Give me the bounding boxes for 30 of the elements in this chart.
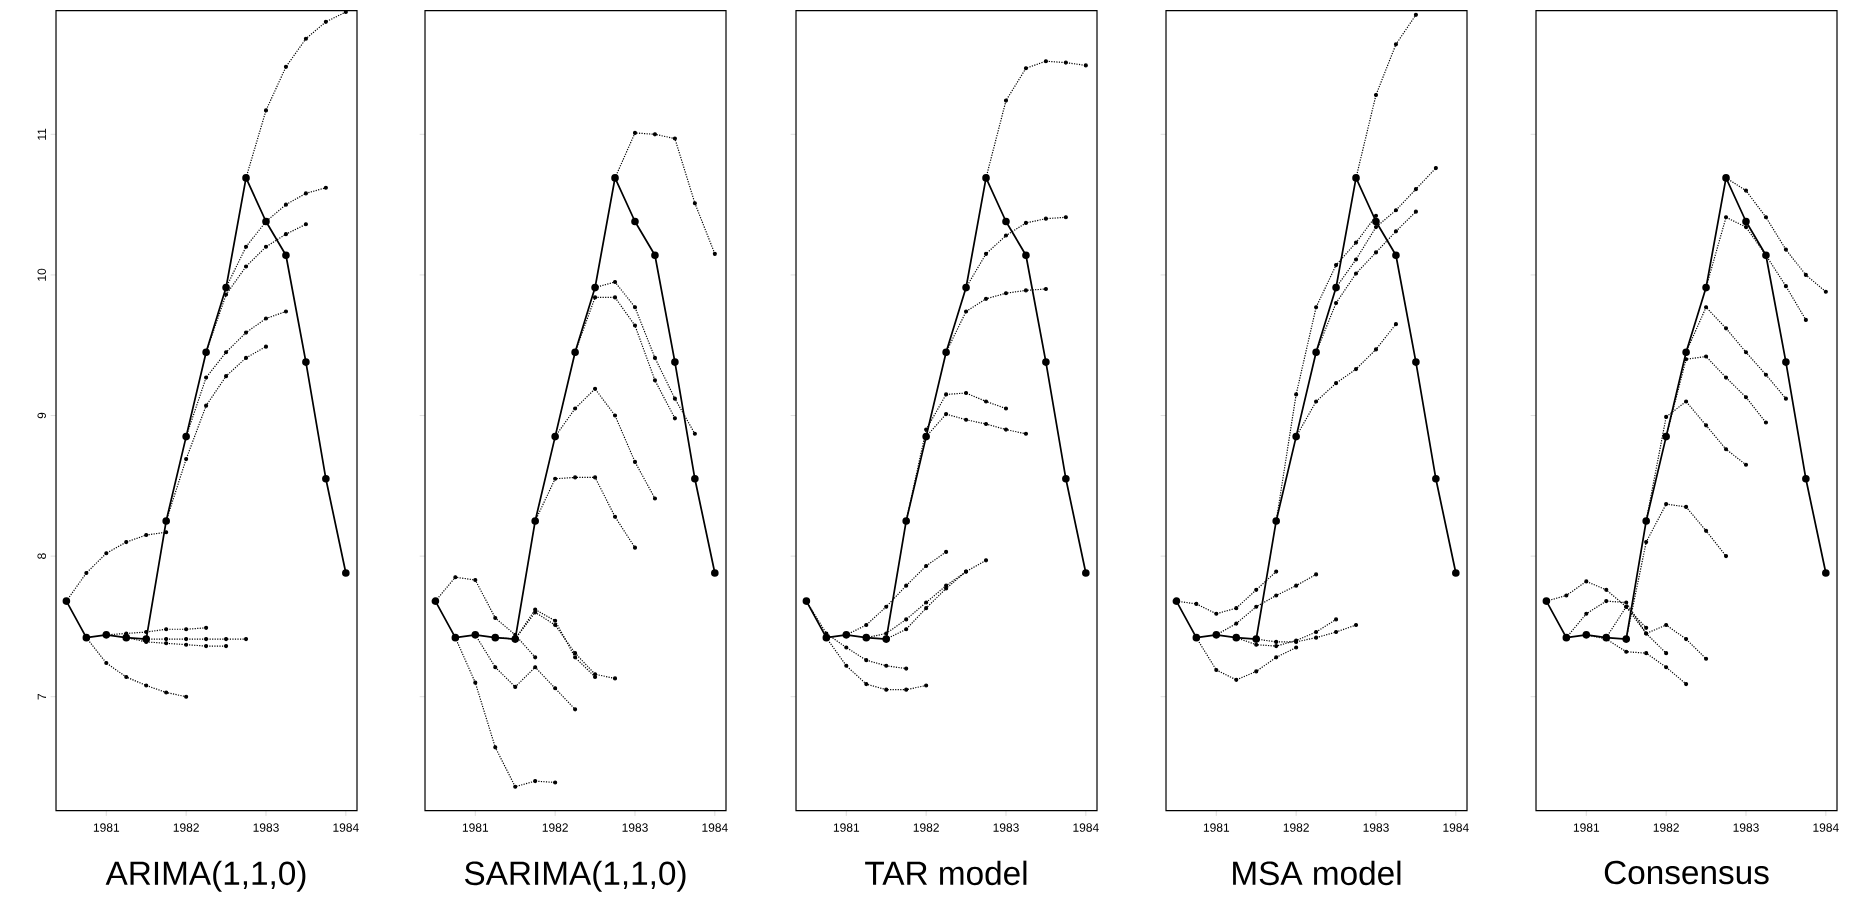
text: TAR model bbox=[865, 860, 1027, 886]
y-tick-label: 9 bbox=[37, 412, 46, 419]
x-tick-label: 1983 bbox=[993, 823, 1019, 832]
y-tick-label: 8 bbox=[37, 553, 46, 559]
x-tick-label: 1984 bbox=[1813, 823, 1839, 832]
text: Consensus bbox=[1604, 860, 1769, 885]
y-tick-label: 11 bbox=[37, 128, 46, 140]
x-tick-label: 1982 bbox=[1283, 823, 1309, 832]
x-tick-label: 1982 bbox=[913, 823, 939, 832]
text: ARIMA(1,1,0) bbox=[105, 860, 306, 892]
text: MSA model bbox=[1233, 860, 1401, 886]
x-tick-label: 1981 bbox=[833, 823, 860, 832]
y-tick-label: 7 bbox=[37, 693, 46, 700]
x-tick-label: 1984 bbox=[333, 823, 359, 832]
x-tick-label: 1983 bbox=[622, 823, 648, 832]
x-tick-label: 1981 bbox=[1573, 823, 1600, 832]
x-tick-label: 1984 bbox=[1443, 823, 1469, 832]
x-tick-label: 1981 bbox=[462, 823, 489, 832]
x-tick-label: 1981 bbox=[93, 823, 120, 832]
x-tick-label: 1983 bbox=[253, 823, 279, 832]
x-tick-label: 1984 bbox=[702, 823, 728, 832]
x-tick-label: 1982 bbox=[173, 823, 199, 832]
text: SARIMA(1,1,0) bbox=[464, 860, 686, 892]
x-tick-label: 1983 bbox=[1733, 823, 1759, 832]
x-tick-label: 1981 bbox=[1203, 823, 1230, 832]
x-tick-label: 1984 bbox=[1073, 823, 1099, 832]
x-tick-label: 1982 bbox=[542, 823, 568, 832]
y-tick-label: 10 bbox=[37, 268, 46, 281]
x-tick-label: 1982 bbox=[1653, 823, 1679, 832]
x-tick-label: 1983 bbox=[1363, 823, 1389, 832]
